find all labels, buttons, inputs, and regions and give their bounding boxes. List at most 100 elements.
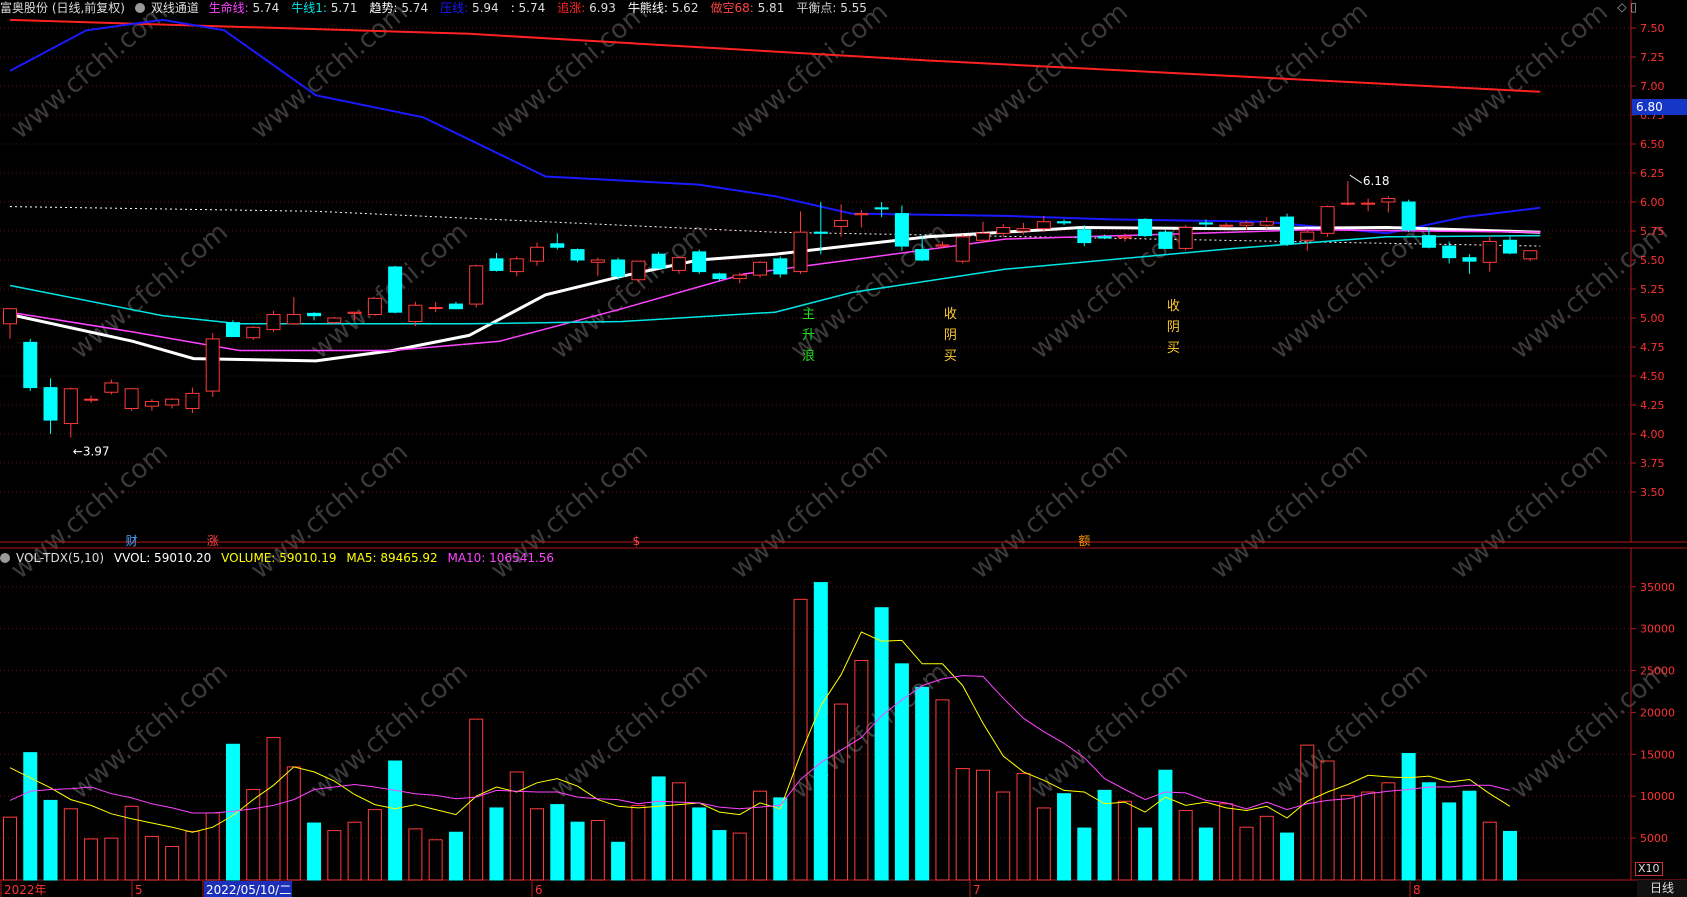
volume-bar[interactable] xyxy=(43,799,58,881)
candle-body[interactable] xyxy=(915,249,930,261)
volume-bar[interactable] xyxy=(692,807,707,881)
volume-bar[interactable] xyxy=(1442,802,1457,881)
volume-bar[interactable] xyxy=(1198,827,1213,881)
volume-bar[interactable] xyxy=(327,830,342,881)
candle-body[interactable] xyxy=(1320,206,1335,234)
candle-body[interactable] xyxy=(1097,236,1112,239)
volume-bar[interactable] xyxy=(509,771,524,881)
volume-bar[interactable] xyxy=(1320,760,1335,881)
candle-body[interactable] xyxy=(1340,202,1355,205)
candle-body[interactable] xyxy=(266,314,281,331)
candle-body[interactable] xyxy=(1117,236,1132,239)
candle-body[interactable] xyxy=(1482,240,1497,263)
candle-body[interactable] xyxy=(43,387,58,421)
candle-body[interactable] xyxy=(367,297,382,316)
candle-body[interactable] xyxy=(935,244,950,247)
candle-body[interactable] xyxy=(347,311,362,314)
candle-body[interactable] xyxy=(307,312,322,317)
volume-bar[interactable] xyxy=(1259,815,1274,881)
volume-bar[interactable] xyxy=(144,835,159,881)
volume-bar[interactable] xyxy=(550,804,565,881)
candle-body[interactable] xyxy=(753,261,767,276)
window-icon[interactable]: ▯ xyxy=(1630,0,1637,14)
volume-bar[interactable] xyxy=(894,663,909,881)
volume-bar[interactable] xyxy=(428,839,443,881)
candle-body[interactable] xyxy=(1057,221,1072,224)
volume-bar[interactable] xyxy=(104,837,119,881)
candle-body[interactable] xyxy=(1077,229,1092,244)
candle-body[interactable] xyxy=(185,392,200,409)
candle-body[interactable] xyxy=(1401,201,1416,231)
diamond-icon[interactable]: ◇ xyxy=(1617,0,1627,14)
volume-bar[interactable] xyxy=(1138,827,1153,881)
candle-body[interactable] xyxy=(1036,221,1051,230)
candle-body[interactable] xyxy=(1016,228,1031,232)
stock-title[interactable]: 富奥股份 (日线,前复权) xyxy=(0,1,125,15)
indicator-name[interactable]: 双线通道 xyxy=(150,1,199,15)
volume-bar[interactable] xyxy=(1482,821,1497,881)
volume-bar[interactable] xyxy=(1401,752,1416,881)
volume-bar[interactable] xyxy=(1158,769,1173,881)
candle-body[interactable] xyxy=(1503,239,1517,254)
volume-bar[interactable] xyxy=(266,737,281,881)
candle-body[interactable] xyxy=(1219,224,1234,227)
volume-bar[interactable] xyxy=(205,812,220,881)
volume-bar[interactable] xyxy=(631,804,646,881)
volume-bar[interactable] xyxy=(1178,809,1193,881)
volume-bar[interactable] xyxy=(1016,773,1031,881)
volume-bars[interactable] xyxy=(3,582,1517,881)
candle-body[interactable] xyxy=(570,249,585,261)
volume-bar[interactable] xyxy=(1239,826,1254,881)
candle-body[interactable] xyxy=(428,307,443,310)
volume-bar[interactable] xyxy=(955,768,970,881)
volume-bar[interactable] xyxy=(3,816,17,881)
volume-bar[interactable] xyxy=(1361,791,1376,881)
candle-body[interactable] xyxy=(246,326,261,339)
volume-bar[interactable] xyxy=(813,582,828,881)
volume-bar[interactable] xyxy=(448,831,463,881)
volume-bar[interactable] xyxy=(651,776,666,881)
event-marker[interactable]: 财 xyxy=(126,534,138,548)
candle-body[interactable] xyxy=(732,274,747,280)
candle-body[interactable] xyxy=(3,308,17,325)
volume-bar[interactable] xyxy=(590,820,605,881)
volume-bar[interactable] xyxy=(1280,832,1295,881)
candle-body[interactable] xyxy=(408,304,423,322)
candle-body[interactable] xyxy=(834,220,849,227)
volume-bar[interactable] xyxy=(1340,794,1355,881)
candle-body[interactable] xyxy=(550,243,565,248)
candle-body[interactable] xyxy=(489,258,504,271)
volume-bar[interactable] xyxy=(732,832,747,881)
candle-body[interactable] xyxy=(1361,202,1376,205)
candle-body[interactable] xyxy=(1280,216,1295,245)
volume-bar[interactable] xyxy=(1219,803,1234,881)
candle-body[interactable] xyxy=(651,253,666,269)
volume-bar[interactable] xyxy=(1036,807,1051,881)
candle-body[interactable] xyxy=(388,266,403,313)
candle-body[interactable] xyxy=(225,322,240,338)
volume-bar[interactable] xyxy=(1097,789,1112,881)
event-marker[interactable]: 涨 xyxy=(207,533,219,548)
candle-body[interactable] xyxy=(530,246,545,262)
candle-body[interactable] xyxy=(854,213,869,216)
volume-bar[interactable] xyxy=(1077,827,1092,881)
candle-body[interactable] xyxy=(813,231,828,234)
volume-bar[interactable] xyxy=(1462,790,1477,881)
candle-body[interactable] xyxy=(1198,222,1213,225)
candle-body[interactable] xyxy=(996,227,1011,234)
candle-body[interactable] xyxy=(1158,231,1173,249)
volume-bar[interactable] xyxy=(854,659,869,881)
period-label[interactable]: 日线 xyxy=(1637,880,1687,897)
scale-badge[interactable]: X10 xyxy=(1635,862,1663,876)
volume-bar[interactable] xyxy=(165,845,180,881)
volume-bar[interactable] xyxy=(671,782,686,881)
volume-bar[interactable] xyxy=(1503,830,1517,881)
candle-body[interactable] xyxy=(84,398,99,401)
volume-bar[interactable] xyxy=(570,821,585,881)
candle-body[interactable] xyxy=(469,265,484,305)
candle-body[interactable] xyxy=(448,303,463,310)
volume-bar[interactable] xyxy=(712,830,727,881)
volume-toggle-icon[interactable] xyxy=(0,553,10,563)
candle-body[interactable] xyxy=(165,398,180,406)
candle-body[interactable] xyxy=(874,207,889,210)
